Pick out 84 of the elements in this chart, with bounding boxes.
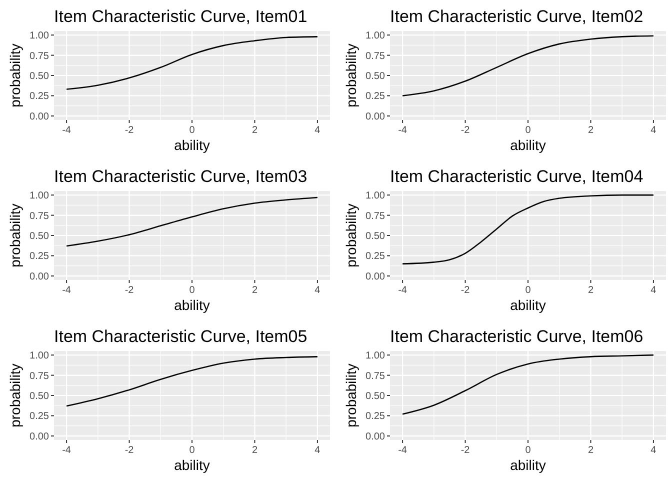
chart-title: Item Characteristic Curve, Item05 <box>54 327 308 346</box>
chart-title: Item Characteristic Curve, Item03 <box>54 167 308 186</box>
y-tick-label: 0.25 <box>366 411 386 422</box>
chart-title: Item Characteristic Curve, Item04 <box>390 167 644 186</box>
y-tick-label: 0.75 <box>366 50 386 62</box>
y-tick-label: 0.00 <box>30 431 50 442</box>
x-tick-label: -4 <box>398 125 408 136</box>
y-tick-label: 0.50 <box>366 391 386 402</box>
line-series <box>66 356 318 407</box>
y-tick-label: 0.00 <box>30 271 50 282</box>
y-tick-label: 1.00 <box>30 30 50 42</box>
y-tick-label: 0.75 <box>366 370 386 382</box>
chart-title: Item Characteristic Curve, Item01 <box>54 7 308 26</box>
line-series <box>66 196 318 247</box>
x-tick-label: -2 <box>124 125 134 136</box>
y-tick-label: 1.00 <box>30 350 50 362</box>
y-tick-label: 0.00 <box>366 111 386 122</box>
y-tick-label: 0.25 <box>30 251 50 262</box>
x-axis-title: ability <box>510 457 546 473</box>
x-tick-label: -4 <box>398 445 408 456</box>
x-tick-label: 4 <box>314 125 321 136</box>
y-tick-label: 1.00 <box>366 190 386 202</box>
x-tick-label: 2 <box>252 125 258 136</box>
x-tick-label: 0 <box>189 445 196 456</box>
x-axis-title: ability <box>510 297 546 313</box>
y-tick-label: 1.00 <box>30 190 50 202</box>
x-tick-label: -4 <box>62 125 72 136</box>
chart-title: Item Characteristic Curve, Item02 <box>390 7 644 26</box>
y-axis-title: probability <box>343 364 359 428</box>
y-tick-label: 0.75 <box>366 210 386 222</box>
x-tick-label: 0 <box>189 125 196 136</box>
x-tick-label: 2 <box>252 285 258 296</box>
line-series <box>402 354 654 415</box>
x-tick-label: -4 <box>62 445 72 456</box>
x-axis-title: ability <box>174 137 210 153</box>
y-tick-label: 0.25 <box>30 411 50 422</box>
x-tick-label: 4 <box>650 125 657 136</box>
x-tick-label: -2 <box>124 285 134 296</box>
y-tick-label: 0.25 <box>366 91 386 102</box>
x-tick-label: -2 <box>460 125 470 136</box>
x-tick-label: -2 <box>460 445 470 456</box>
x-axis-title: ability <box>174 297 210 313</box>
y-axis-title: probability <box>7 44 23 108</box>
y-axis-title: probability <box>343 44 359 108</box>
y-tick-label: 0.00 <box>30 111 50 122</box>
x-tick-label: 2 <box>252 445 258 456</box>
y-tick-label: 0.75 <box>30 50 50 62</box>
y-tick-label: 0.00 <box>366 431 386 442</box>
x-tick-label: 0 <box>525 445 532 456</box>
x-tick-label: 4 <box>314 445 321 456</box>
x-tick-label: 2 <box>588 445 594 456</box>
line-series <box>402 194 654 264</box>
y-tick-label: 0.75 <box>30 370 50 382</box>
x-tick-label: -4 <box>398 285 408 296</box>
x-tick-label: -4 <box>62 285 72 296</box>
x-axis-title: ability <box>510 137 546 153</box>
x-tick-label: 2 <box>588 125 594 136</box>
y-tick-label: 0.50 <box>30 391 50 402</box>
x-axis-title: ability <box>174 457 210 473</box>
y-tick-label: 0.25 <box>366 251 386 262</box>
y-tick-label: 0.50 <box>366 71 386 82</box>
y-tick-label: 0.50 <box>30 71 50 82</box>
y-tick-label: 0.25 <box>30 91 50 102</box>
y-tick-label: 0.50 <box>30 231 50 242</box>
y-tick-label: 0.75 <box>30 210 50 222</box>
x-tick-label: 0 <box>189 285 196 296</box>
line-series <box>402 35 654 96</box>
x-tick-label: 4 <box>314 285 321 296</box>
y-axis-title: probability <box>7 364 23 428</box>
y-tick-label: 1.00 <box>366 350 386 362</box>
line-series <box>66 36 318 90</box>
x-tick-label: 0 <box>525 125 532 136</box>
y-tick-label: 1.00 <box>366 30 386 42</box>
chart-title: Item Characteristic Curve, Item06 <box>390 327 644 346</box>
x-tick-label: 2 <box>588 285 594 296</box>
x-tick-label: 0 <box>525 285 532 296</box>
x-tick-label: -2 <box>460 285 470 296</box>
x-tick-label: -2 <box>124 445 134 456</box>
y-axis-title: probability <box>343 204 359 268</box>
x-tick-label: 4 <box>650 285 657 296</box>
x-tick-label: 4 <box>650 445 657 456</box>
y-axis-title: probability <box>7 204 23 268</box>
y-tick-label: 0.00 <box>366 271 386 282</box>
y-tick-label: 0.50 <box>366 231 386 242</box>
